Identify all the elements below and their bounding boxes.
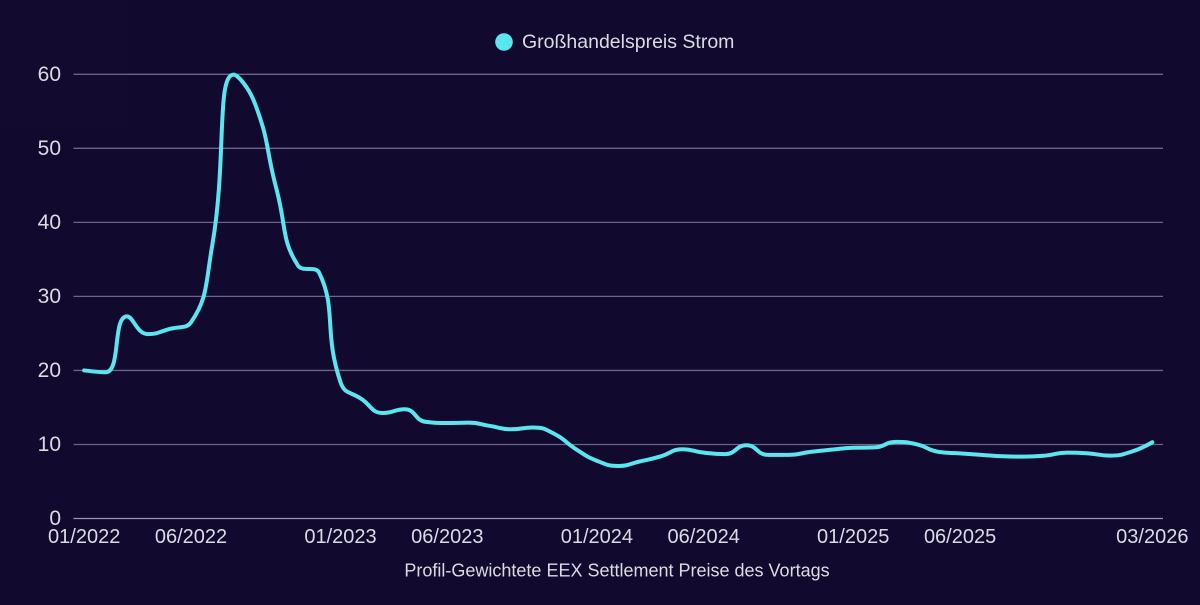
svg-text:06/2024: 06/2024 xyxy=(668,526,740,548)
svg-text:01/2023: 01/2023 xyxy=(304,526,376,548)
svg-text:30: 30 xyxy=(38,285,61,308)
svg-text:20: 20 xyxy=(38,359,61,382)
svg-text:60: 60 xyxy=(38,63,61,86)
svg-text:01/2025: 01/2025 xyxy=(817,526,889,548)
svg-text:06/2023: 06/2023 xyxy=(411,526,483,548)
svg-text:Profil-Gewichtete EEX Settleme: Profil-Gewichtete EEX Settlement Preise … xyxy=(404,560,829,580)
svg-text:10: 10 xyxy=(38,433,61,456)
svg-text:40: 40 xyxy=(38,211,61,234)
svg-text:50: 50 xyxy=(38,137,61,160)
svg-text:Großhandelspreis Strom: Großhandelspreis Strom xyxy=(522,31,734,53)
svg-text:01/2022: 01/2022 xyxy=(48,526,120,548)
svg-text:01/2024: 01/2024 xyxy=(561,526,633,548)
svg-text:03/2026: 03/2026 xyxy=(1116,526,1188,548)
svg-text:06/2022: 06/2022 xyxy=(155,526,227,548)
svg-text:06/2025: 06/2025 xyxy=(924,526,996,548)
svg-text:0: 0 xyxy=(49,507,61,530)
